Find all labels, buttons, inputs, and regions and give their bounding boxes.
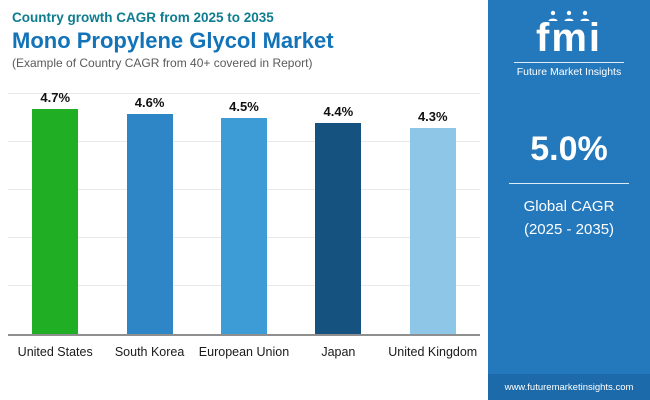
stat-divider xyxy=(509,183,629,184)
fmi-logo: fmi Future Market Insights xyxy=(514,10,624,78)
bar-united-kingdom xyxy=(409,127,456,335)
header: Country growth CAGR from 2025 to 2035 Mo… xyxy=(0,0,488,72)
bar-united-states xyxy=(32,108,79,335)
bar-group-european-union: 4.5% xyxy=(197,99,291,335)
bar-group-united-kingdom: 4.3% xyxy=(386,108,480,335)
bar-value-label: 4.5% xyxy=(229,99,259,115)
global-cagr-label-line1: Global CAGR xyxy=(523,198,615,215)
chart-section: Country growth CAGR from 2025 to 2035 Mo… xyxy=(0,0,488,360)
bar-european-union xyxy=(220,118,267,335)
x-axis-label-south-korea: South Korea xyxy=(114,345,185,360)
global-cagr-label: Global CAGR (2025 - 2035) xyxy=(524,196,615,241)
bar-group-japan: 4.4% xyxy=(291,104,385,335)
person-icon xyxy=(548,10,558,21)
website-link[interactable]: www.futuremarketinsights.com xyxy=(504,381,634,393)
global-cagr-label-line2: (2025 - 2035) xyxy=(523,220,615,238)
bar-japan xyxy=(315,123,362,335)
bar-chart: 4.7% 4.6% 4.5% 4.4% xyxy=(8,82,480,360)
x-axis-line xyxy=(8,334,480,337)
global-cagr-value: 5.0% xyxy=(530,130,608,168)
bar-south-korea xyxy=(126,113,173,335)
panel-footer: www.futuremarketinsights.com xyxy=(488,374,650,400)
plot-area: 4.7% 4.6% 4.5% 4.4% xyxy=(8,82,480,335)
bar-group-united-states: 4.7% xyxy=(8,90,102,335)
bar-value-label: 4.4% xyxy=(323,104,354,120)
chart-subtitle: (Example of Country CAGR from 40+ covere… xyxy=(12,56,313,71)
logo-text: fmi xyxy=(536,16,602,60)
page-title: Mono Propylene Glycol Market xyxy=(12,28,334,53)
x-axis-label-united-kingdom: United Kingdom xyxy=(388,345,478,360)
bar-value-label: 4.3% xyxy=(417,108,448,124)
x-axis-label-japan: Japan xyxy=(321,345,356,360)
logo-divider xyxy=(514,62,624,63)
gridline xyxy=(8,93,480,95)
bar-group-south-korea: 4.6% xyxy=(102,95,196,335)
right-panel: fmi Future Market Insights 5.0% Global C… xyxy=(488,0,650,400)
bar-value-label: 4.7% xyxy=(40,89,71,105)
bar-value-label: 4.6% xyxy=(134,94,165,110)
logo-subtitle: Future Market Insights xyxy=(516,66,622,78)
x-axis-label-united-states: United States xyxy=(17,345,93,360)
x-axis-label-european-union: European Union xyxy=(198,345,290,360)
chart-eyebrow: Country growth CAGR from 2025 to 2035 xyxy=(12,10,274,25)
logo-people-icons xyxy=(514,10,624,22)
x-axis-labels: United States South Korea European Union… xyxy=(8,336,480,360)
bars-row: 4.7% 4.6% 4.5% 4.4% xyxy=(8,82,480,335)
person-icon xyxy=(564,10,574,21)
person-icon xyxy=(580,10,590,21)
